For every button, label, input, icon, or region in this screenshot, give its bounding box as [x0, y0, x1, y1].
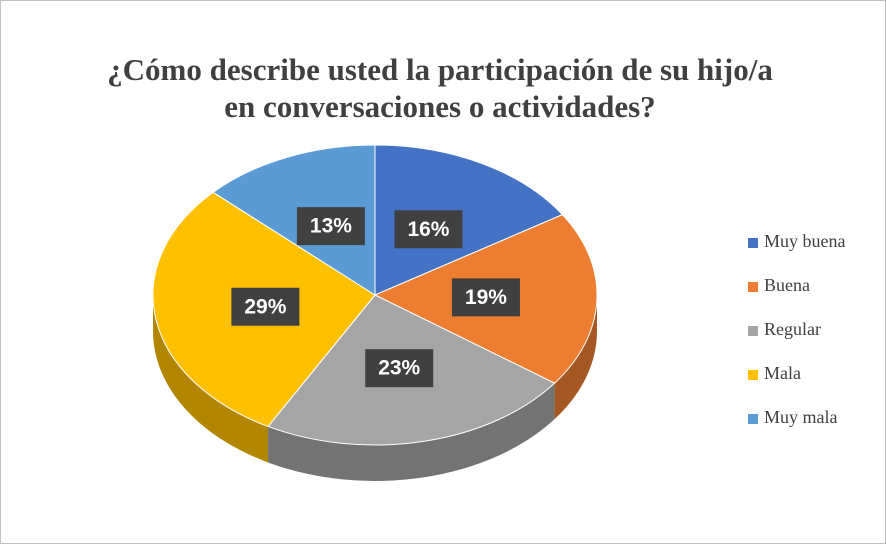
legend-swatch — [748, 326, 758, 336]
legend-label: Regular — [764, 319, 821, 339]
data-label: 19% — [465, 286, 507, 309]
legend-label: Muy mala — [764, 407, 838, 427]
legend-label: Mala — [764, 363, 801, 383]
data-label: 29% — [244, 295, 286, 318]
legend-swatch — [748, 414, 758, 424]
slice-side — [554, 295, 597, 420]
chart-title: en conversaciones o actividades? — [224, 89, 655, 124]
data-label: 23% — [378, 357, 420, 380]
data-label-box — [394, 210, 463, 249]
data-label: 13% — [310, 215, 352, 238]
legend-label: Buena — [764, 275, 810, 295]
legend-swatch — [748, 370, 758, 380]
data-label-box — [296, 207, 365, 246]
data-label-box — [451, 278, 520, 317]
slice-side — [153, 295, 269, 463]
data-label: 16% — [407, 218, 449, 241]
chart-title: ¿Cómo describe usted la participación de… — [107, 52, 773, 87]
legend-label: Muy buena — [764, 231, 845, 251]
slice-side — [268, 383, 555, 481]
data-label-box — [365, 349, 434, 388]
pie-slice — [212, 144, 376, 296]
pie-slice — [374, 144, 564, 296]
data-label-box — [231, 287, 300, 326]
legend-swatch — [748, 238, 758, 248]
legend-swatch — [748, 282, 758, 292]
